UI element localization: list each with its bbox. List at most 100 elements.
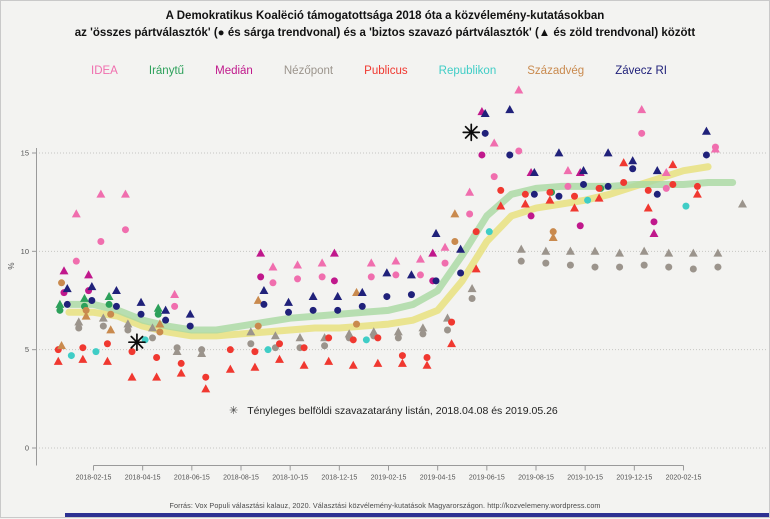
point-circle (392, 271, 400, 279)
footer-source: Forrás: Vox Populi választási kalauz, 20… (169, 501, 601, 510)
annotation: ✳ Tényleges belföldi szavazatarány listán… (229, 404, 558, 417)
point-triangle (329, 248, 339, 257)
legend-item-medián: Medián (215, 65, 253, 77)
point-triangle (594, 193, 604, 202)
point-triangle (333, 291, 343, 300)
point-circle (665, 263, 673, 271)
point-triangle (55, 299, 65, 308)
legend-item-századvég: Századvég (527, 65, 585, 77)
point-triangle (548, 232, 558, 241)
point-circle (472, 228, 480, 236)
point-triangle (176, 368, 186, 377)
point-triangle (348, 360, 358, 369)
point-circle (82, 306, 90, 314)
point-triangle (120, 189, 130, 198)
point-triangle (590, 246, 600, 255)
point-triangle (563, 165, 573, 175)
point-circle (105, 300, 113, 308)
point-triangle (418, 323, 428, 332)
point-circle (521, 190, 529, 198)
y-axis: 0 5 10 15% (7, 148, 37, 466)
point-circle (638, 129, 646, 137)
point-triangle (155, 319, 165, 328)
point-circle (451, 237, 459, 245)
point-circle (682, 202, 690, 210)
point-circle (321, 342, 329, 350)
point-circle (124, 326, 132, 334)
point-triangle (98, 313, 108, 322)
point-triangle (422, 360, 432, 369)
point-circle (443, 326, 451, 334)
point-circle (325, 334, 333, 342)
point-triangle (579, 165, 588, 175)
svg-text:2019-12-15: 2019-12-15 (616, 475, 652, 482)
point-circle (97, 237, 105, 245)
point-circle (128, 348, 136, 356)
svg-text:%: % (7, 262, 16, 269)
point-circle (506, 151, 514, 159)
point-triangle (256, 248, 266, 257)
point-triangle (317, 258, 327, 267)
point-triangle (393, 327, 403, 336)
point-circle (497, 186, 505, 194)
point-triangle (649, 228, 659, 238)
point-triangle (225, 364, 235, 373)
point-triangle (81, 311, 91, 320)
legend-item-iránytű: Iránytű (148, 65, 185, 77)
svg-text:2019-06-15: 2019-06-15 (469, 475, 505, 482)
point-circle (515, 147, 523, 155)
point-circle (79, 344, 87, 352)
point-triangle (652, 165, 662, 175)
point-triangle (615, 248, 625, 257)
svg-text:2019-10-15: 2019-10-15 (567, 475, 603, 482)
point-circle (416, 271, 424, 279)
point-triangle (197, 348, 207, 357)
point-triangle (520, 199, 530, 208)
legend-item-publicus: Publicus (364, 65, 408, 77)
point-triangle (357, 287, 367, 297)
svg-text:5: 5 (25, 345, 29, 354)
point-circle (276, 340, 284, 348)
point-circle (580, 180, 588, 188)
point-circle (257, 273, 265, 281)
point-circle (285, 308, 293, 316)
legend-item-závecz-ri: Závecz RI (615, 65, 667, 77)
chart-title: A Demokratikus Koalëció támogatottsága 2… (1, 8, 769, 42)
point-triangle (284, 297, 293, 306)
point-circle (226, 346, 234, 354)
point-circle (171, 302, 179, 310)
point-circle (112, 302, 120, 310)
svg-text:2018-02-15: 2018-02-15 (76, 475, 112, 482)
point-triangle (692, 189, 702, 198)
point-triangle (366, 258, 376, 267)
point-circle (564, 182, 572, 190)
point-triangle (496, 201, 506, 210)
point-circle (604, 182, 612, 190)
point-circle (584, 196, 592, 204)
point-triangle (80, 293, 89, 302)
svg-text:2018-12-15: 2018-12-15 (321, 475, 357, 482)
svg-text:2019-08-15: 2019-08-15 (518, 475, 554, 482)
point-circle (72, 257, 80, 265)
point-triangle (545, 195, 555, 204)
point-triangle (250, 362, 260, 371)
svg-text:2018-06-15: 2018-06-15 (174, 475, 210, 482)
point-triangle (431, 228, 441, 238)
point-circle (419, 330, 427, 338)
point-circle (457, 269, 465, 277)
point-circle (254, 322, 262, 330)
point-triangle (152, 372, 162, 381)
point-circle (103, 340, 111, 348)
point-circle (58, 279, 66, 287)
point-circle (542, 259, 550, 267)
point-triangle (106, 325, 116, 334)
point-triangle (295, 333, 305, 342)
point-triangle (456, 244, 466, 253)
point-triangle (74, 317, 84, 326)
scatter-points (53, 85, 747, 393)
point-triangle (53, 356, 63, 365)
point-triangle (148, 323, 157, 332)
point-circle (466, 210, 474, 218)
svg-text:0: 0 (25, 444, 29, 453)
